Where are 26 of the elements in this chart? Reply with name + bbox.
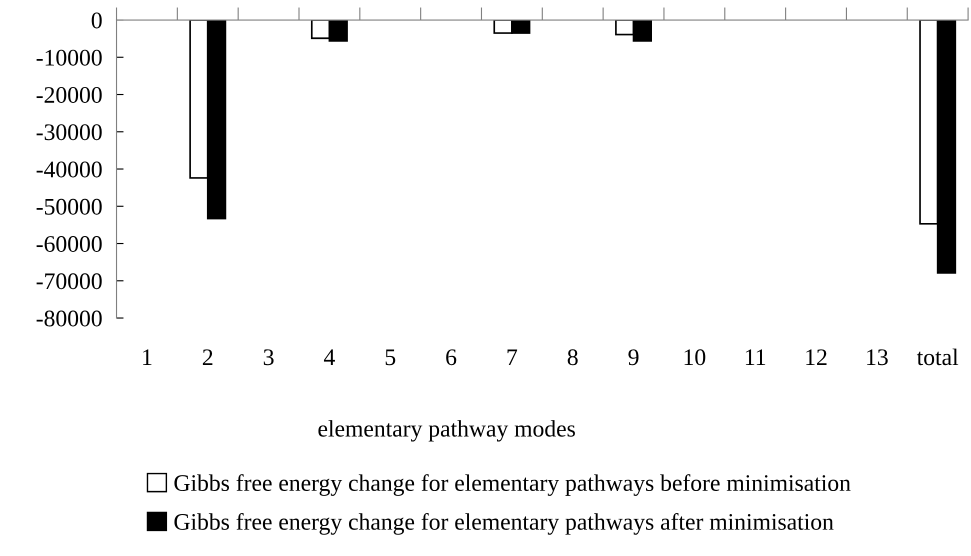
y-tick-label: -20000 (36, 87, 102, 103)
x-tick-label: 11 (746, 349, 766, 365)
x-tick-label: 9 (628, 349, 638, 366)
x-tick-label: 1 (143, 349, 152, 365)
legend-label: Gibbs free energy change for elementary pathways before minimisation (174, 474, 851, 496)
x-tick-label: total (916, 348, 958, 366)
y-tick-label: -30000 (36, 124, 102, 140)
y-tick-label: -70000 (36, 273, 102, 290)
x-tick-label: 7 (508, 350, 518, 365)
y-tick-label: -80000 (36, 310, 102, 326)
x-tick-label: 6 (446, 349, 456, 366)
x-tick-label: 13 (867, 349, 888, 366)
x-tick-label: 12 (806, 349, 827, 365)
x-tick-label: 8 (568, 349, 578, 366)
x-axis-title: elementary pathway modes (318, 420, 575, 442)
y-tick-label: -10000 (36, 50, 102, 66)
x-tick-label: 10 (684, 349, 706, 366)
y-tick-label: -50000 (36, 198, 102, 215)
x-tick-label: 2 (202, 349, 212, 365)
legend-label: Gibbs free energy change for elementary pathways after minimisation (174, 513, 834, 535)
x-tick-label: 4 (324, 349, 335, 365)
x-tick-label: 5 (386, 350, 396, 366)
y-tick-label: -40000 (36, 162, 102, 178)
y-tick-label: -60000 (36, 236, 102, 252)
x-tick-label: 3 (264, 349, 274, 366)
y-tick-label: 0 (92, 12, 102, 28)
